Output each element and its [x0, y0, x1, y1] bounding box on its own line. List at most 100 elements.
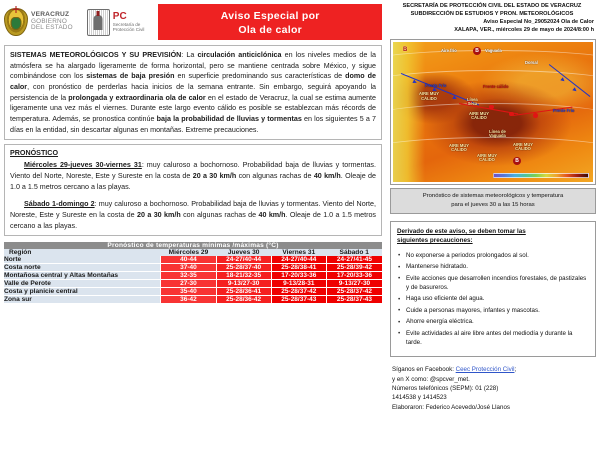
- map-temperature-colorbar: [493, 172, 589, 178]
- left-column: VERACRUZ GOBIERNO DEL ESTADO PC Secretar…: [0, 0, 386, 450]
- table-cell-region: Costa y planicie central: [4, 287, 161, 297]
- pc-logo-text: PC Secretaría de Protección Civil: [112, 10, 145, 33]
- table-cell-temperature: 27-30: [160, 279, 217, 289]
- agency-line-3: Aviso Especial No_29052024 Ola de Calor: [483, 18, 594, 25]
- table-cell-temperature: 18-21/32-35: [215, 271, 272, 281]
- map-caption-line-2: para el jueves 30 a las 15 horas: [451, 201, 535, 208]
- weather-map-frame: B B B Aire frío Vaguada Dorsal Frente Fr…: [390, 38, 596, 185]
- authors-line: Elaboraron: Federico Acevedo/José Llanos: [392, 403, 510, 411]
- col-header-sabado: Sábado 1: [326, 249, 382, 257]
- veracruz-logo-text: VERACRUZ GOBIERNO DEL ESTADO: [31, 11, 73, 32]
- map-label-linea-seca: Línea Seca: [467, 96, 478, 107]
- map-label-frente-calido: Frente cálido: [483, 84, 509, 90]
- map-label-vaguada: Vaguada: [485, 47, 502, 53]
- table-cell-temperature: 24-27/41-45: [325, 256, 382, 265]
- table-title: Pronóstico de temperaturas mínimas /máxi…: [4, 242, 382, 250]
- table-cell-temperature: 35-40: [160, 287, 217, 297]
- table-cell-temperature: 25-28/38-41: [270, 263, 327, 273]
- weather-map-image: B B B Aire frío Vaguada Dorsal Frente Fr…: [393, 41, 593, 182]
- col-header-miercoles: Miércoles 29: [160, 249, 217, 257]
- table-row: Montañosa central y Altas Montañas 32-35 1…: [4, 271, 382, 281]
- table-cell-temperature: 9-13/27-30: [215, 279, 272, 289]
- map-label-aire-frio: Aire frío: [441, 47, 457, 53]
- recommendation-item: Ahorre energía eléctrica.: [397, 318, 589, 327]
- recommendations-list: No exponerse a periodos prolongados al s…: [397, 251, 589, 348]
- map-label-low-b: B: [403, 47, 408, 54]
- systems-text: SISTEMAS METEOROLÓGICOS Y SU PREVISIÓN: …: [10, 51, 376, 134]
- table-row: Norte 40-44 24-27/40-44 24-27/40-44 24-27/41…: [4, 256, 382, 265]
- facebook-line: Síganos en Facebook: Ceec Protección Civ…: [392, 365, 596, 374]
- table-cell-temperature: 25-28/36-41: [215, 287, 272, 297]
- facebook-prefix: Síganos en Facebook:: [392, 366, 456, 374]
- map-label-aire-calido-3: AIRE MUY CÁLIDO: [449, 142, 470, 153]
- map-label-aire-calido-1: AIRE MUY CÁLIDO: [419, 91, 440, 101]
- temperature-table-wrap: Pronóstico de temperaturas mínimas /máxi…: [4, 242, 382, 305]
- table-header-row: Región Miércoles 29 Jueves 30 Viernes 31…: [4, 249, 382, 257]
- table-cell-temperature: 17-20/33-36: [270, 271, 327, 281]
- pc-seal-icon: [86, 8, 110, 36]
- alert-banner: Aviso Especial por Ola de calor: [158, 4, 382, 40]
- table-cell-region: Zona sur: [4, 295, 161, 305]
- facebook-link[interactable]: Ceec Protección Civil: [455, 366, 515, 374]
- logo-line-1: VERACRUZ: [31, 11, 70, 19]
- document-header: VERACRUZ GOBIERNO DEL ESTADO PC Secretar…: [4, 3, 382, 41]
- table-row: Valle de Perote 27-30 9-13/27-30 9-13/28-31…: [4, 279, 382, 289]
- map-label-aire-calido-4: AIRE MUY CÁLIDO: [477, 152, 498, 163]
- right-column: SECRETARÍA DE PROTECCIÓN CIVIL DEL ESTAD…: [388, 0, 600, 450]
- table-cell-temperature: 17-20/33-36: [325, 271, 382, 281]
- alert-banner-line-1: Aviso Especial por: [220, 10, 320, 22]
- table-row: Zona sur 36-42 25-28/36-42 25-28/37-43 25-28…: [4, 295, 382, 305]
- logo-line-2: GOBIERNO: [31, 17, 68, 25]
- map-label-dorsal: Dorsal: [525, 60, 538, 66]
- table-cell-temperature: 25-28/39-42: [325, 263, 382, 273]
- pc-abbr: PC: [112, 10, 127, 22]
- temperature-table: Pronóstico de temperaturas mínimas /máxi…: [4, 242, 382, 305]
- alert-banner-line-2: Ola de calor: [238, 24, 303, 37]
- map-label-frente-frio-oeste: Frente Frío: [425, 82, 447, 88]
- table-row: Costa y planicie central 35-40 25-28/36-41…: [4, 287, 382, 297]
- col-header-viernes: Viernes 31: [271, 249, 327, 257]
- recommendations-title-1: Derivado de este aviso, se deben tomar l…: [397, 227, 526, 235]
- table-cell-temperature: 25-28/36-42: [215, 295, 272, 305]
- table-cell-temperature: 40-44: [160, 256, 217, 265]
- recommendation-item: Evite acciones que desarrollen incendios…: [397, 274, 589, 293]
- table-cell-temperature: 9-13/28-31: [270, 279, 327, 289]
- phones-line-2: 1414538 y 1414523: [392, 394, 447, 402]
- table-cell-temperature: 25-28/37-43: [270, 295, 327, 305]
- recommendation-item: Mantenerse hidratado.: [397, 263, 589, 272]
- logo-line-3: DEL ESTADO: [31, 24, 73, 32]
- table-cell-temperature: 36-42: [160, 295, 217, 305]
- systems-section: SISTEMAS METEOROLÓGICOS Y SU PREVISIÓN: …: [4, 45, 382, 141]
- forecast-paragraph-1: Miércoles 29-jueves 30-viernes 31: muy c…: [10, 161, 376, 191]
- col-header-jueves: Jueves 30: [216, 249, 272, 257]
- phones-line-1: Números telefónicos (SEPM): 01 (228): [392, 384, 499, 392]
- map-label-linea-vaguada: Línea de Vaguada: [489, 128, 506, 139]
- forecast-section: PRONÓSTICO Miércoles 29-jueves 30-vierne…: [4, 144, 382, 237]
- recommendation-item: No exponerse a periodos prolongados al s…: [397, 251, 589, 261]
- agency-line-2: SUBDIRECCIÓN DE ESTUDIOS Y PRON. METEORO…: [410, 10, 574, 17]
- facebook-suffix: ;: [514, 366, 517, 374]
- pc-subtitle-2: Protección Civil: [112, 27, 145, 32]
- map-label-low-center: B: [473, 47, 481, 56]
- agency-line-4: XALAPA, VER., miércoles 29 de mayo de 20…: [454, 26, 594, 33]
- map-label-low-south: B: [513, 156, 521, 165]
- table-cell-region: Norte: [4, 256, 161, 265]
- forecast-title: PRONÓSTICO: [10, 149, 59, 158]
- agency-line-1: SECRETARÍA DE PROTECCIÓN CIVIL DEL ESTAD…: [402, 3, 582, 9]
- contact-block: Síganos en Facebook: Ceec Protección Civ…: [390, 365, 596, 412]
- table-cell-temperature: 9-13/27-30: [325, 279, 382, 289]
- col-header-region: Región: [4, 249, 161, 257]
- recommendations-title-2: siguientes precauciones:: [397, 237, 473, 245]
- table-cell-temperature: 25-28/37-40: [215, 263, 272, 273]
- table-cell-region: Montañosa central y Altas Montañas: [4, 271, 161, 281]
- table-cell-temperature: 32-35: [160, 271, 217, 281]
- forecast-paragraph-2: Sábado 1-domingo 2: muy caluroso a bocho…: [10, 200, 376, 230]
- table-title-row: Pronóstico de temperaturas mínimas /máxi…: [4, 242, 382, 250]
- table-row: Costa norte 37-40 25-28/37-40 25-28/38-41 25…: [4, 263, 382, 273]
- pc-subtitle-1: Secretaría de: [112, 21, 141, 27]
- veracruz-crest-icon: [4, 8, 28, 36]
- recommendations-box: Derivado de este aviso, se deben tomar l…: [390, 220, 596, 358]
- recommendation-item: Haga uso eficiente del agua.: [397, 295, 589, 304]
- proteccion-civil-logo: PC Secretaría de Protección Civil: [86, 8, 145, 36]
- table-cell-temperature: 24-27/40-44: [270, 256, 327, 265]
